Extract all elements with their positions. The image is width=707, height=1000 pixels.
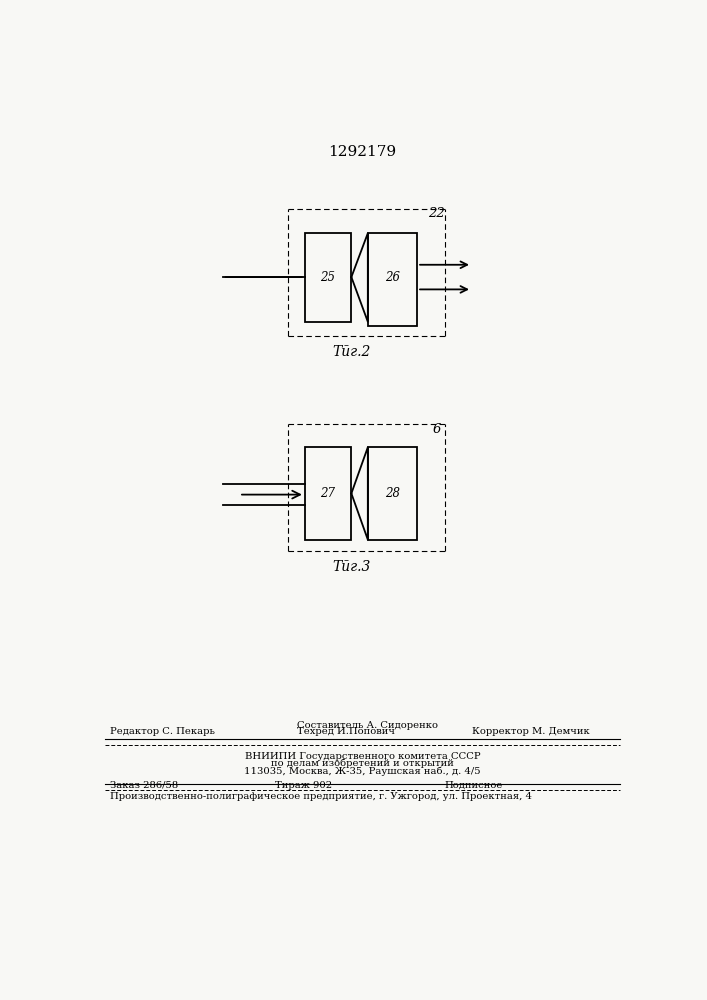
Text: по делам изобретений и открытий: по делам изобретений и открытий: [271, 759, 454, 768]
Text: Тираж 902: Тираж 902: [275, 781, 332, 790]
Bar: [305, 233, 351, 322]
Text: 1292179: 1292179: [328, 145, 397, 159]
Text: 22: 22: [428, 207, 445, 220]
Bar: [368, 447, 417, 540]
Text: Техред И.Попович: Техред И.Попович: [297, 727, 395, 736]
Text: Редактор С. Пекарь: Редактор С. Пекарь: [110, 727, 215, 736]
Bar: [305, 447, 351, 540]
Text: 25: 25: [320, 271, 335, 284]
Text: Корректор М. Демчик: Корректор М. Демчик: [472, 727, 590, 736]
Text: ВНИИПИ Государственного комитета СССР: ВНИИПИ Государственного комитета СССР: [245, 752, 480, 761]
Bar: [368, 233, 417, 326]
Text: 26: 26: [385, 271, 400, 284]
Text: Составитель А. Сидоренко: Составитель А. Сидоренко: [297, 721, 438, 730]
Text: Заказ 286/58: Заказ 286/58: [110, 781, 179, 790]
Text: 113035, Москва, Ж-35, Раушская наб., д. 4/5: 113035, Москва, Ж-35, Раушская наб., д. …: [244, 767, 481, 776]
Text: Τӣг.3: Τӣг.3: [332, 560, 370, 574]
Text: 28: 28: [385, 487, 400, 500]
Text: Производственно-полиграфическое предприятие, г. Ужгород, ул. Проектная, 4: Производственно-полиграфическое предприя…: [110, 792, 532, 801]
Text: 27: 27: [320, 487, 335, 500]
Text: Τӣг.2: Τӣг.2: [332, 345, 370, 359]
Text: Подписное: Подписное: [445, 781, 503, 790]
Text: 6: 6: [432, 423, 440, 436]
